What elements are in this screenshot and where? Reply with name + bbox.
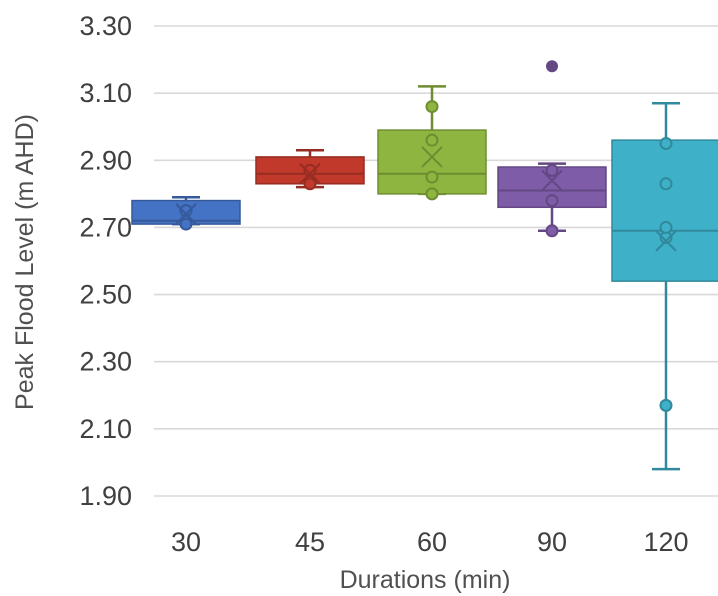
- data-point: [545, 194, 559, 208]
- data-point: [659, 398, 673, 412]
- data-point: [425, 170, 439, 184]
- data-point: [425, 187, 439, 201]
- data-point: [659, 220, 673, 234]
- y-axis-tick-labels: 3.30 3.10 2.90 2.70 2.50 2.30 2.10 1.90: [79, 11, 132, 511]
- y-tick-label: 1.90: [79, 481, 132, 511]
- data-point: [659, 177, 673, 191]
- y-tick-label: 2.90: [79, 145, 132, 175]
- data-point: [545, 224, 559, 238]
- mean-marker: [175, 203, 197, 225]
- box-30: [131, 195, 241, 231]
- iqr-box: [611, 139, 718, 282]
- x-tick-label: 45: [295, 527, 325, 557]
- outlier-point: [546, 60, 558, 73]
- data-point: [179, 217, 193, 231]
- y-tick-label: 2.30: [79, 347, 132, 377]
- x-tick-label: 60: [417, 527, 447, 557]
- data-point: [425, 100, 439, 114]
- box-120: [611, 101, 718, 471]
- x-axis-tick-labels: 30 45 60 90 120: [171, 527, 689, 557]
- y-tick-label: 2.10: [79, 414, 132, 444]
- data-point: [425, 133, 439, 147]
- y-tick-label: 3.30: [79, 11, 132, 41]
- data-point: [659, 137, 673, 150]
- x-tick-label: 30: [171, 527, 201, 557]
- box-45: [255, 148, 365, 191]
- mean-marker: [299, 163, 321, 185]
- y-tick-label: 2.50: [79, 280, 132, 310]
- y-tick-label: 2.70: [79, 212, 132, 242]
- y-axis-title: Peak Flood Level (m AHD): [11, 114, 39, 410]
- y-tick-label: 3.10: [79, 78, 132, 108]
- data-point: [303, 177, 317, 191]
- data-point: [545, 163, 559, 177]
- boxes: [131, 60, 718, 471]
- mean-marker: [655, 230, 677, 252]
- x-tick-label: 120: [643, 527, 688, 557]
- x-axis-title: Durations (min): [340, 566, 511, 594]
- data-point: [179, 204, 193, 218]
- box-60: [377, 85, 487, 201]
- mean-marker: [541, 169, 563, 192]
- mean-marker: [421, 146, 443, 168]
- box-90: [497, 60, 607, 238]
- data-point: [303, 163, 317, 177]
- x-tick-label: 90: [537, 527, 567, 557]
